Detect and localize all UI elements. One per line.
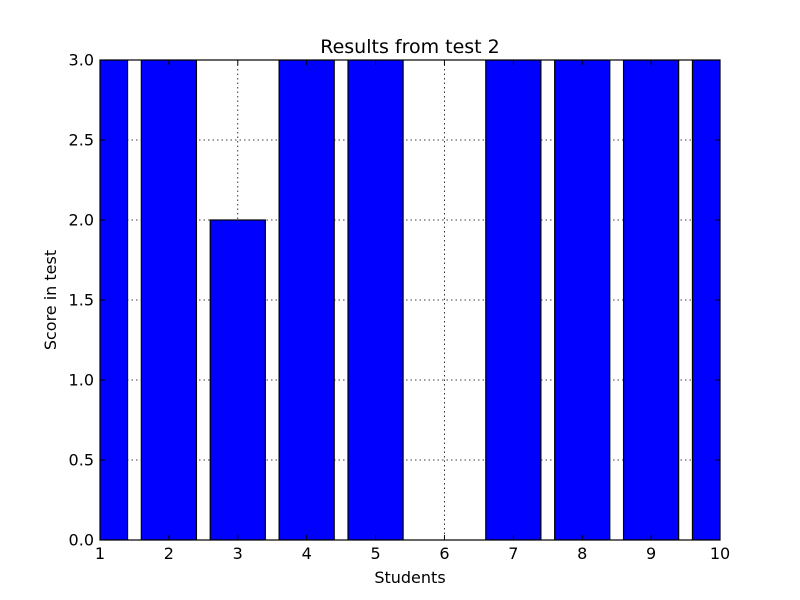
bar-student-5 xyxy=(347,60,404,540)
y-tick-label: 1.5 xyxy=(69,291,94,310)
x-tick-label: 2 xyxy=(164,544,174,563)
bar-student-8 xyxy=(554,60,611,540)
y-tick-label: 3.0 xyxy=(69,51,94,70)
y-tick-label: 1.0 xyxy=(69,371,94,390)
y-tick-label: 2.0 xyxy=(69,211,94,230)
bar-student-4 xyxy=(278,60,335,540)
bar-student-9 xyxy=(622,60,680,540)
x-tick-label: 9 xyxy=(646,544,656,563)
bar-student-7 xyxy=(485,60,542,540)
bars xyxy=(100,60,720,540)
bar-student-2 xyxy=(140,60,198,540)
x-tick-label: 3 xyxy=(233,544,243,563)
x-tick-label: 7 xyxy=(508,544,518,563)
x-tick-label: 8 xyxy=(577,544,587,563)
y-tick-label: 2.5 xyxy=(69,131,94,150)
chart-title: Results from test 2 xyxy=(320,36,500,58)
x-tick-label: 1 xyxy=(95,544,105,563)
bar-student-3 xyxy=(209,219,266,540)
x-tick-label: 5 xyxy=(370,544,380,563)
x-tick-label: 6 xyxy=(439,544,449,563)
x-tick-label: 10 xyxy=(710,544,730,563)
x-tick-label: 4 xyxy=(302,544,312,563)
ticks: 1 2 3 4 5 6 7 8 9 10 0.0 0.5 1.0 1.5 2.0 2.5 3.0 xyxy=(69,51,731,564)
y-axis-label: Score in test xyxy=(41,250,60,350)
y-tick-label: 0.0 xyxy=(69,531,94,550)
y-tick-label: 0.5 xyxy=(69,451,94,470)
x-axis-label: Students xyxy=(374,568,445,587)
